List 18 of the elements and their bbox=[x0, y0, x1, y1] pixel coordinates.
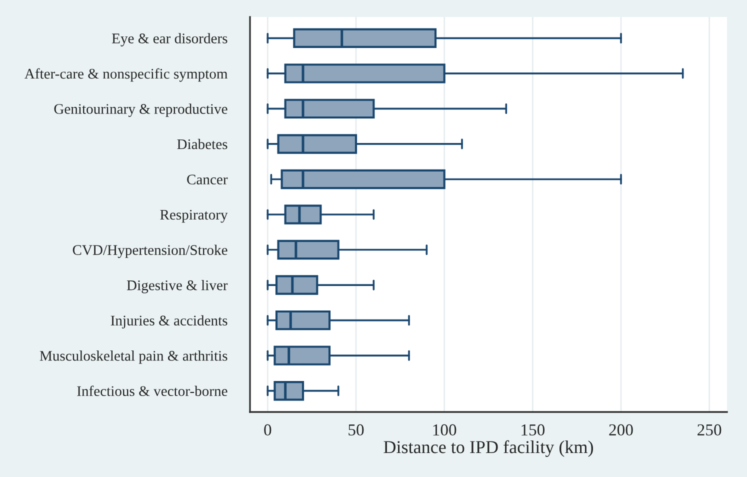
x-tick-label: 250 bbox=[698, 424, 722, 436]
y-tick-label: Respiratory bbox=[160, 210, 228, 223]
x-tick-label: 0 bbox=[264, 424, 272, 436]
x-tick-label: 200 bbox=[609, 424, 633, 436]
x-axis-title: Distance to IPD facility (km) bbox=[384, 440, 594, 457]
y-tick-label: Injuries & accidents bbox=[110, 315, 228, 328]
y-tick-label: Genitourinary & reproductive bbox=[54, 104, 228, 117]
y-tick-label: Digestive & liver bbox=[126, 280, 228, 294]
y-tick-label: Musculoskeletal pain & arthritis bbox=[40, 350, 228, 364]
y-tick-label: CVD/Hypertension/Stroke bbox=[72, 244, 228, 258]
y-tick-label: Cancer bbox=[187, 174, 228, 184]
y-tick-label: Infectious & vector-borne bbox=[77, 386, 228, 396]
x-tick-label: 150 bbox=[522, 424, 545, 436]
x-tick-label: 100 bbox=[433, 424, 456, 436]
y-tick-label: Diabetes bbox=[177, 138, 228, 150]
y-tick-label: Eye & ear disorders bbox=[112, 33, 228, 46]
x-tick-label: 50 bbox=[348, 424, 364, 436]
y-tick-label: After-care & nonspecific symptom bbox=[24, 68, 228, 82]
